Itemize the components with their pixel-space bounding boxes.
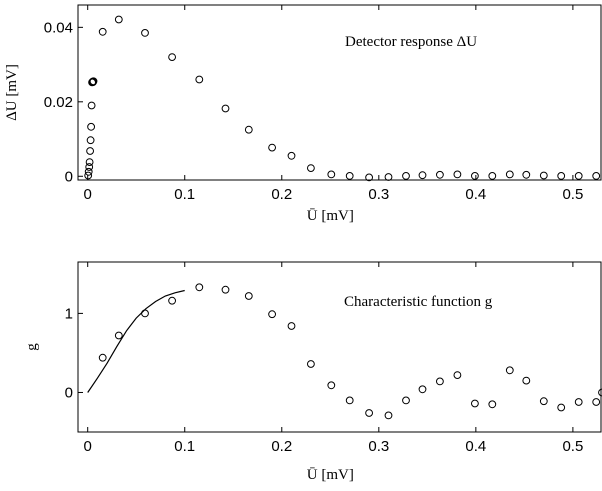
data-point (307, 164, 315, 173)
data-point (221, 104, 230, 113)
plot-area (87, 283, 602, 420)
data-point (365, 409, 374, 417)
data-point (195, 283, 204, 292)
x-tick-label: 0.4 (465, 438, 486, 455)
x-tick-label: 0.2 (271, 438, 292, 455)
data-point (436, 377, 444, 386)
x-axis-label: Ū [mV] (307, 467, 354, 483)
x-tick-label: 0.3 (368, 438, 389, 455)
data-point (471, 399, 479, 408)
data-point (141, 29, 149, 37)
data-point (574, 172, 583, 180)
data-point (539, 171, 548, 180)
data-point (592, 398, 601, 406)
y-tick-label: 0 (65, 168, 73, 185)
data-point (86, 136, 95, 145)
data-point (418, 385, 427, 394)
data-point (85, 163, 94, 171)
plot-frame (77, 261, 602, 433)
plot-frame (77, 4, 602, 181)
data-point (505, 170, 514, 179)
data-point (98, 353, 107, 362)
data-point (84, 167, 93, 176)
data-point (327, 170, 336, 179)
data-point (345, 172, 354, 180)
data-point (141, 309, 149, 318)
data-point (244, 292, 253, 300)
data-point (557, 403, 566, 412)
data-point (471, 172, 479, 180)
data-point (365, 173, 374, 182)
y-tick-label: 1 (65, 305, 73, 322)
data-point (307, 360, 315, 368)
data-point (89, 77, 98, 86)
data-point (195, 75, 204, 84)
y-tick-label: 0.02 (44, 94, 73, 111)
data-point (114, 15, 123, 24)
x-tick-label: 0.1 (174, 438, 195, 455)
x-tick-label: 0.3 (368, 186, 389, 203)
plot-area (84, 15, 601, 182)
data-point (557, 172, 566, 180)
data-point (592, 172, 601, 180)
data-point (114, 331, 123, 340)
x-tick-label: 0.1 (174, 186, 195, 203)
x-tick-label: 0.2 (271, 186, 292, 203)
x-tick-label: 0.5 (562, 438, 583, 455)
data-point (244, 125, 253, 134)
chart-panel-2: 0 0.1 0.2 0.3 0.4 0.5 0 1 Ū [mV] g Characteristic … (24, 261, 602, 483)
y-axis-label: g (24, 343, 40, 351)
data-point (436, 170, 444, 179)
data-point (453, 371, 462, 380)
chart-annotation: Characteristic function g (344, 294, 493, 310)
data-point (287, 151, 296, 160)
y-tick-label: 0.04 (44, 19, 73, 36)
data-point (221, 285, 230, 294)
chart-panel-1: 0 0.1 0.2 0.3 0.4 0.5 0 0.02 0.04 Ū [mV] ΔU [mV] De… (4, 4, 602, 224)
x-axis-label: Ū [mV] (307, 208, 354, 224)
y-tick-label: 0 (65, 384, 73, 401)
data-point (84, 171, 93, 180)
x-tick-label: 0.5 (562, 186, 583, 203)
data-point (453, 170, 462, 179)
chart-annotation: Detector response ΔU (345, 34, 477, 50)
data-point (522, 170, 531, 179)
data-point (168, 53, 177, 61)
data-point (574, 398, 583, 406)
data-point (85, 158, 94, 167)
data-point (505, 366, 514, 375)
data-point (287, 322, 296, 330)
data-point (327, 381, 336, 390)
data-point (87, 101, 96, 110)
x-tick-label: 0 (84, 186, 92, 203)
data-point (384, 173, 393, 181)
x-tick-label: 0.4 (465, 186, 486, 203)
data-point (345, 396, 354, 405)
data-point (268, 310, 277, 319)
data-point (539, 397, 548, 406)
data-point (418, 171, 427, 180)
data-point (488, 172, 497, 180)
y-axis-label: ΔU [mV] (4, 64, 20, 121)
data-point (522, 376, 531, 385)
data-point (384, 411, 393, 420)
data-point (87, 122, 95, 131)
data-point (268, 143, 277, 152)
data-point (488, 400, 497, 409)
fit-curve (87, 289, 185, 393)
data-point (168, 296, 177, 305)
x-tick-label: 0 (84, 438, 92, 455)
data-point (98, 27, 107, 36)
data-point (402, 396, 410, 405)
data-point (402, 172, 410, 180)
data-point (86, 147, 94, 155)
